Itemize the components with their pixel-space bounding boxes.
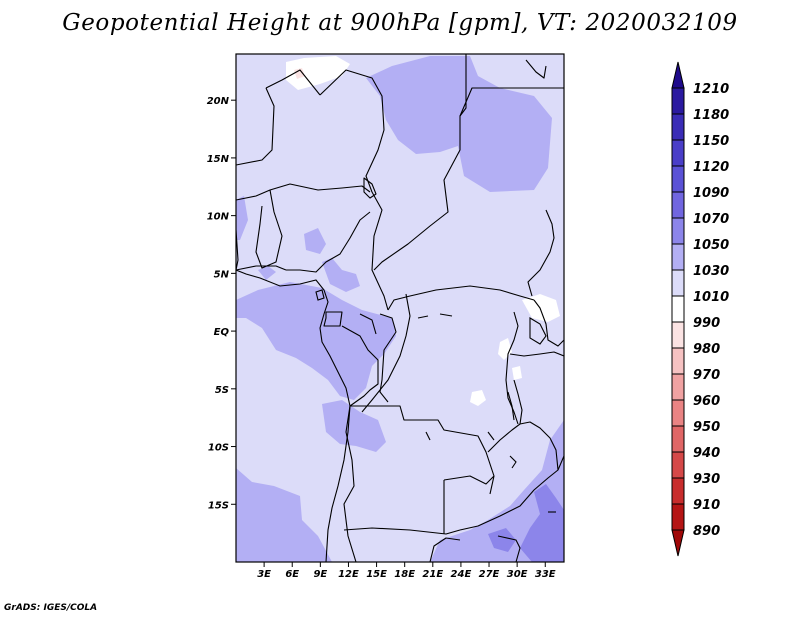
colorbar-swatch (672, 114, 684, 140)
colorbar-label: 910 (693, 498, 720, 513)
colorbar-swatch (672, 348, 684, 374)
colorbar-swatch (672, 296, 684, 322)
colorbar-label: 890 (693, 524, 720, 539)
x-tick-label: 27E (479, 569, 500, 580)
colorbar-label: 940 (693, 446, 720, 461)
y-tick-label: 5S (215, 385, 229, 396)
y-tick-label: 20N (207, 96, 230, 107)
colorbar-label: 1210 (693, 82, 729, 97)
y-tick-label: 10S (208, 443, 229, 454)
colorbar-swatch (672, 374, 684, 400)
x-tick-label: 15E (366, 569, 387, 580)
colorbar-label: 1050 (693, 238, 729, 253)
colorbar-label: 1010 (693, 290, 729, 305)
colorbar-label: 1150 (693, 134, 729, 149)
x-tick-label: 12E (338, 569, 359, 580)
colorbar-swatch (672, 244, 684, 270)
y-tick-label: 15S (208, 500, 229, 511)
colorbar-swatch (672, 478, 684, 504)
colorbar-label: 1070 (693, 212, 729, 227)
colorbar-cap-top (672, 62, 684, 88)
footer-credit: GrADS: IGES/COLA (4, 603, 97, 613)
x-tick-label: 33E (535, 569, 556, 580)
plot-area (236, 54, 564, 562)
colorbar-swatch (672, 270, 684, 296)
x-tick-label: 30E (507, 569, 528, 580)
colorbar-label: 990 (693, 316, 720, 331)
colorbar-label: 970 (693, 368, 720, 383)
colorbar-label: 950 (693, 420, 720, 435)
colorbar-swatch (672, 192, 684, 218)
y-tick-label: 5N (214, 269, 230, 280)
colorbar-swatch (672, 452, 684, 478)
colorbar-label: 1180 (693, 108, 729, 123)
colorbar-label: 1090 (693, 186, 729, 201)
colorbar-swatch (672, 426, 684, 452)
colorbar-swatch (672, 88, 684, 114)
colorbar: 1210 1180 1150 1120 1090 1070 1050 1030 1010 990 9… (672, 62, 729, 556)
x-axis: 3E 6E 9E 12E 15E 18E 21E 24E 27E 30E 33E (257, 562, 556, 580)
colorbar-cap-bottom (672, 530, 684, 556)
x-tick-label: 6E (285, 569, 299, 580)
colorbar-swatch (672, 322, 684, 348)
y-tick-label: 15N (207, 154, 230, 165)
x-tick-label: 9E (313, 569, 327, 580)
colorbar-swatch (672, 400, 684, 426)
y-axis: 20N 15N 10N 5N EQ 5S 10S 15S (207, 96, 236, 511)
colorbar-swatch (672, 166, 684, 192)
y-tick-label: 10N (207, 212, 230, 223)
colorbar-label: 980 (693, 342, 720, 357)
x-tick-label: 3E (257, 569, 271, 580)
x-tick-label: 24E (451, 569, 472, 580)
colorbar-label: 1120 (693, 160, 729, 175)
colorbar-label: 1030 (693, 264, 729, 279)
y-tick-label: EQ (214, 327, 230, 338)
colorbar-swatch (672, 504, 684, 530)
colorbar-swatch (672, 218, 684, 244)
colorbar-label: 960 (693, 394, 720, 409)
colorbar-label: 930 (693, 472, 720, 487)
x-tick-label: 18E (394, 569, 415, 580)
x-tick-label: 21E (422, 569, 443, 580)
colorbar-swatch (672, 140, 684, 166)
